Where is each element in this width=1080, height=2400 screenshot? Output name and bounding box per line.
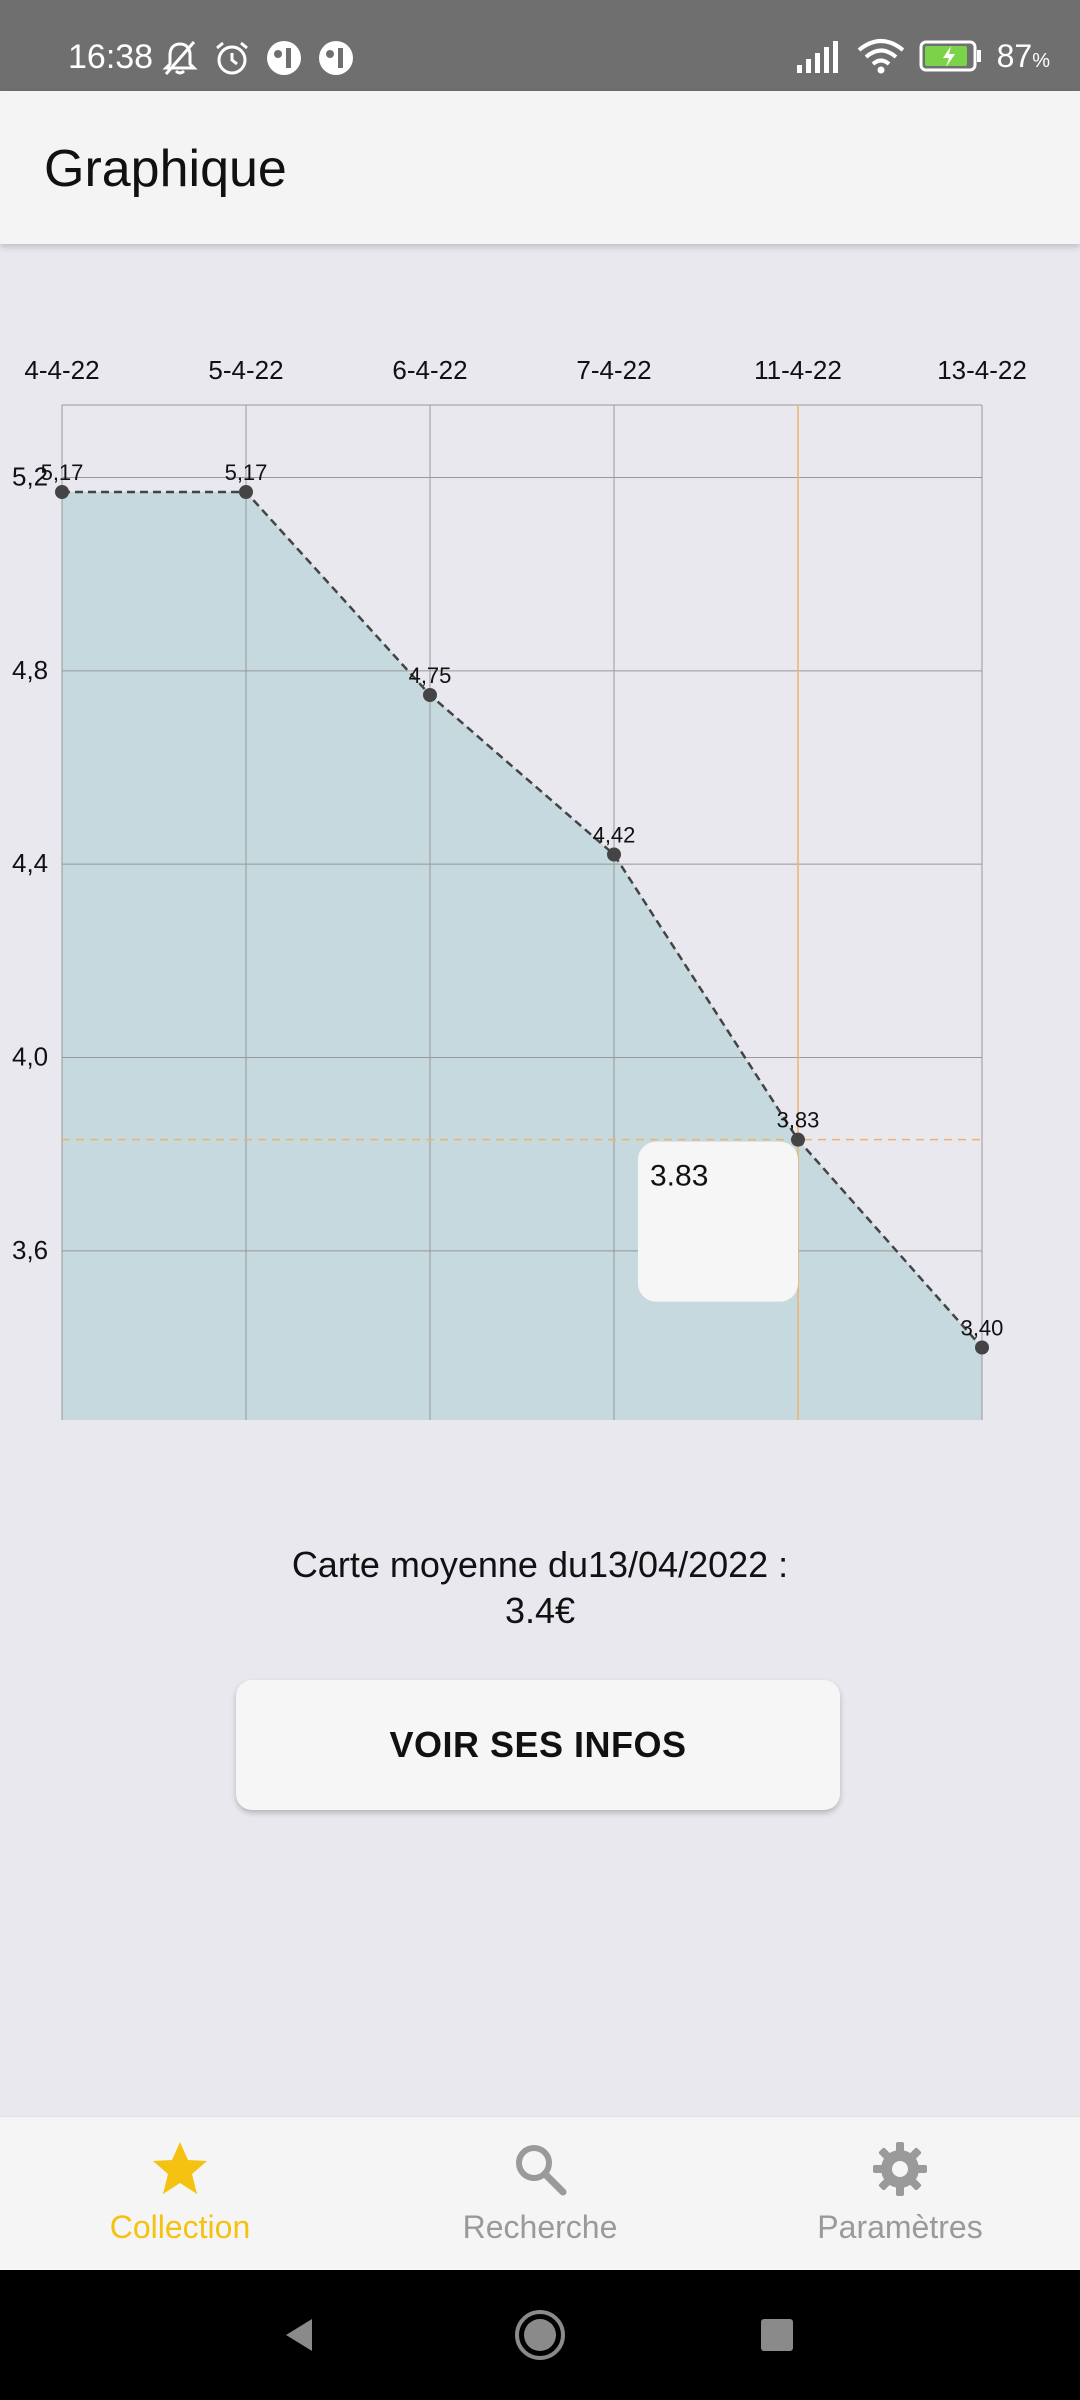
data-label: 3,40 xyxy=(961,1316,1004,1341)
summary-value: 3.4€ xyxy=(504,1590,576,1631)
bottom-navigation: Collection Recherche Paramètres xyxy=(0,2116,1080,2271)
chart-area-fill xyxy=(62,492,982,1420)
home-button[interactable] xyxy=(480,2270,600,2400)
recents-button[interactable] xyxy=(717,2270,837,2400)
data-point xyxy=(975,1340,989,1355)
summary-date-line: Carte moyenne du13/04/2022 : xyxy=(291,1544,789,1585)
nav-item-collection[interactable]: Collection xyxy=(0,2117,360,2271)
page-title: Graphique xyxy=(44,140,287,198)
recents-icon xyxy=(761,2319,793,2351)
y-tick-label: 5,2 xyxy=(12,462,48,492)
system-navigation-bar xyxy=(0,2270,1080,2400)
app-notification-icon xyxy=(267,41,301,75)
series-line xyxy=(62,490,983,1349)
back-icon xyxy=(286,2319,312,2351)
nav-item-parametres[interactable]: Paramètres xyxy=(720,2117,1080,2271)
nav-label-recherche: Recherche xyxy=(462,2209,618,2245)
battery-percent: 87 xyxy=(996,37,1033,74)
data-label: 5,17 xyxy=(41,460,84,485)
x-tick-label: 11-4-22 xyxy=(754,355,842,385)
data-label: 3,83 xyxy=(777,1108,820,1133)
x-tick-label: 7-4-22 xyxy=(576,355,651,385)
battery-unit: % xyxy=(1032,49,1050,72)
price-chart[interactable]: 5,2 4,8 4,4 4,0 3,6 4-4-22 5-4-22 6-4-22 7-4-22 1… xyxy=(0,340,1080,1450)
home-icon xyxy=(515,2310,565,2360)
tooltip-box xyxy=(638,1141,798,1302)
app-bar: Graphique xyxy=(0,91,1080,244)
data-point xyxy=(55,485,69,499)
data-label: 4,42 xyxy=(593,823,636,848)
x-tick-label: 5-4-22 xyxy=(208,355,283,385)
data-label: 5,17 xyxy=(225,460,268,485)
status-bar: 16:38 xyxy=(0,0,1080,91)
nav-label-parametres: Paramètres xyxy=(817,2209,983,2245)
data-point xyxy=(423,688,437,702)
search-icon xyxy=(516,2145,567,2196)
gear-icon xyxy=(873,2142,927,2196)
data-point xyxy=(791,1132,805,1147)
alarm-icon xyxy=(216,41,248,75)
battery-charging-icon xyxy=(919,40,981,72)
data-point xyxy=(607,847,621,862)
y-tick-label: 4,4 xyxy=(12,848,48,878)
status-time: 16:38 xyxy=(68,38,154,76)
wifi-icon xyxy=(857,39,904,74)
tooltip-value: 3.83 xyxy=(650,1160,708,1193)
y-tick-label: 4,0 xyxy=(12,1042,48,1072)
back-button[interactable] xyxy=(240,2270,360,2400)
app-notification-icon xyxy=(319,41,353,75)
signal-icon xyxy=(796,41,838,73)
x-tick-label: 4-4-22 xyxy=(24,355,99,385)
bell-off-icon xyxy=(162,41,198,75)
star-icon xyxy=(153,2142,207,2194)
summary: Carte moyenne du13/04/2022 : 3.4€ xyxy=(0,1542,1080,1634)
data-label: 4,75 xyxy=(409,663,452,688)
data-point xyxy=(239,485,253,499)
x-tick-label: 6-4-22 xyxy=(392,355,467,385)
x-tick-label: 13-4-22 xyxy=(937,355,1027,385)
nav-item-recherche[interactable]: Recherche xyxy=(360,2117,720,2271)
voir-ses-infos-button[interactable]: VOIR SES INFOS xyxy=(236,1680,840,1810)
nav-label-collection: Collection xyxy=(109,2209,251,2245)
y-tick-label: 3,6 xyxy=(12,1235,48,1265)
y-tick-label: 4,8 xyxy=(12,655,48,685)
